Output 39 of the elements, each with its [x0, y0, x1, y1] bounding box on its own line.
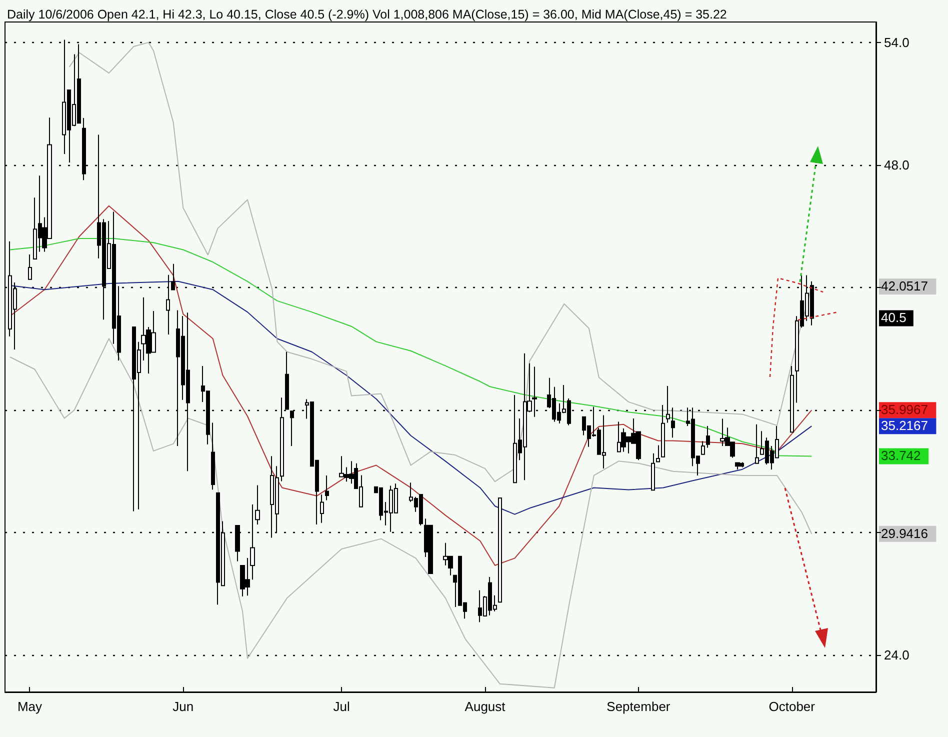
candlestick [671, 407, 675, 438]
candlestick [706, 426, 710, 448]
text: 35.2167 [881, 418, 928, 434]
x-tick-label: Jul [333, 699, 350, 714]
text: 40.5 [881, 310, 906, 326]
y-tick-label: 48.0 [884, 157, 910, 172]
candlestick [280, 397, 284, 482]
text: 42.0517 [881, 278, 928, 294]
candlestick [666, 386, 670, 424]
text: 33.742 [881, 448, 921, 464]
text: 35.9967 [881, 402, 928, 418]
line-series [9, 280, 812, 515]
text: 29.9416 [881, 526, 928, 541]
x-tick-label: May [17, 699, 43, 714]
candlestick [255, 484, 260, 525]
candlestick [651, 452, 655, 491]
candlestick [498, 497, 502, 603]
candlestick [735, 462, 740, 470]
candlestick [325, 474, 329, 501]
candlestick [320, 494, 324, 524]
candlestick [755, 424, 759, 464]
candlestick [656, 444, 660, 462]
line-series [9, 205, 812, 566]
candlestick [171, 263, 175, 290]
x-tick-label: October [768, 699, 816, 714]
y-tick-label: 24.0 [884, 648, 910, 663]
chart-title: Daily 10/6/2006 Open 42.1, Hi 42.3, Lo 40.15, Close 40.5 (-2.9%) Vol 1,008,806 MA(Close,15) = 36.00, Mid MA(Close,45) = 35.22 [7, 8, 727, 22]
line-series [68, 42, 812, 482]
candlestick [661, 404, 665, 458]
x-tick-label: August [464, 699, 506, 714]
x-tick-label: September [606, 699, 671, 714]
line-series [9, 238, 812, 457]
candlestick [28, 254, 32, 280]
candlestick [250, 504, 255, 580]
x-tick-label: Jun [172, 699, 194, 714]
y-tick-label: 54.0 [884, 34, 910, 50]
candlestick [701, 440, 705, 455]
candlestick [211, 422, 215, 490]
line-series [9, 338, 812, 688]
